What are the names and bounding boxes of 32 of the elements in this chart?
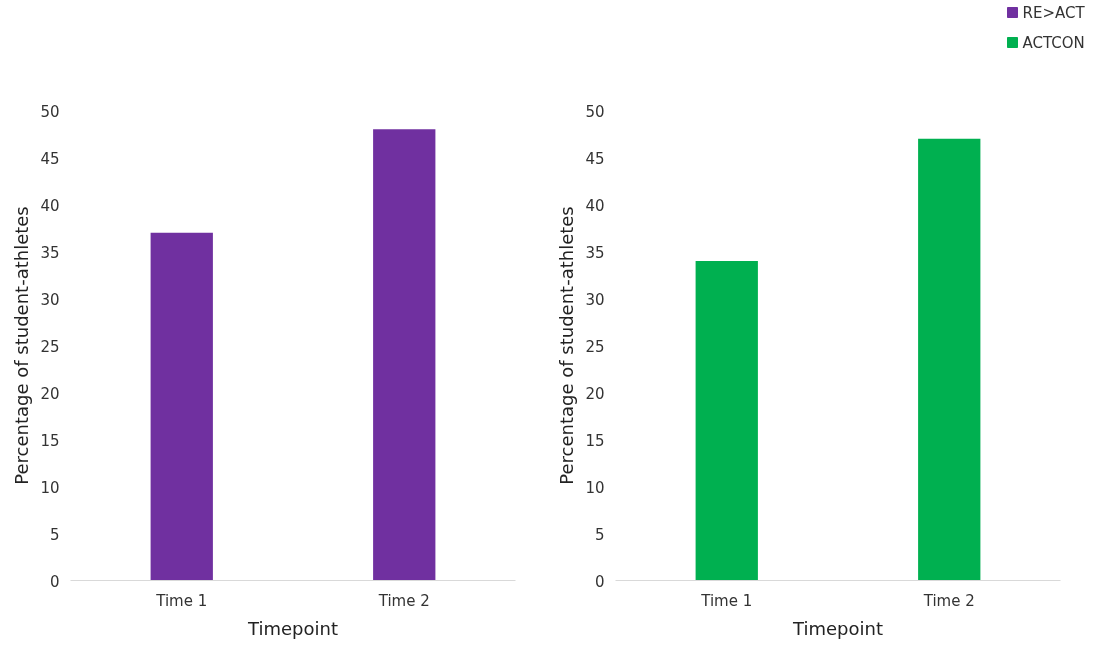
y-tick-label: 50 (585, 102, 605, 121)
y-tick-label: 30 (40, 290, 60, 309)
y-tick-label: 25 (585, 337, 605, 356)
legend-label: RE>ACT (1022, 3, 1086, 22)
y-tick-label: 35 (585, 243, 605, 262)
y-tick-label: 40 (40, 196, 60, 215)
y-tick-label: 45 (585, 149, 605, 168)
y-tick-label: 5 (594, 525, 605, 544)
y-tick-label: 25 (40, 337, 60, 356)
y-axis-title: Percentage of student-athletes (11, 206, 33, 485)
y-tick-label: 10 (40, 478, 60, 497)
y-tick-label: 5 (49, 525, 60, 544)
y-tick-label: 50 (40, 102, 60, 121)
x-tick-label: Time 2 (922, 591, 975, 610)
x-axis-title: Timepoint (247, 617, 338, 639)
y-tick-label: 40 (585, 196, 605, 215)
y-tick-label: 30 (585, 290, 605, 309)
x-axis-title: Timepoint (792, 617, 883, 639)
y-tick-label: 10 (585, 478, 605, 497)
y-tick-label: 45 (40, 149, 60, 168)
y-tick-label: 0 (49, 572, 60, 591)
legend-label: ACTCON (1022, 33, 1085, 52)
y-tick-label: 20 (585, 384, 605, 403)
y-tick-label: 20 (40, 384, 60, 403)
y-tick-label: 35 (40, 243, 60, 262)
y-tick-label: 0 (594, 572, 605, 591)
y-tick-label: 15 (40, 431, 60, 450)
x-tick-label: Time 2 (377, 591, 430, 610)
x-tick-label: Time 1 (155, 591, 208, 610)
y-axis-title: Percentage of student-athletes (556, 206, 578, 485)
x-tick-label: Time 1 (700, 591, 753, 610)
y-tick-label: 15 (585, 431, 605, 450)
